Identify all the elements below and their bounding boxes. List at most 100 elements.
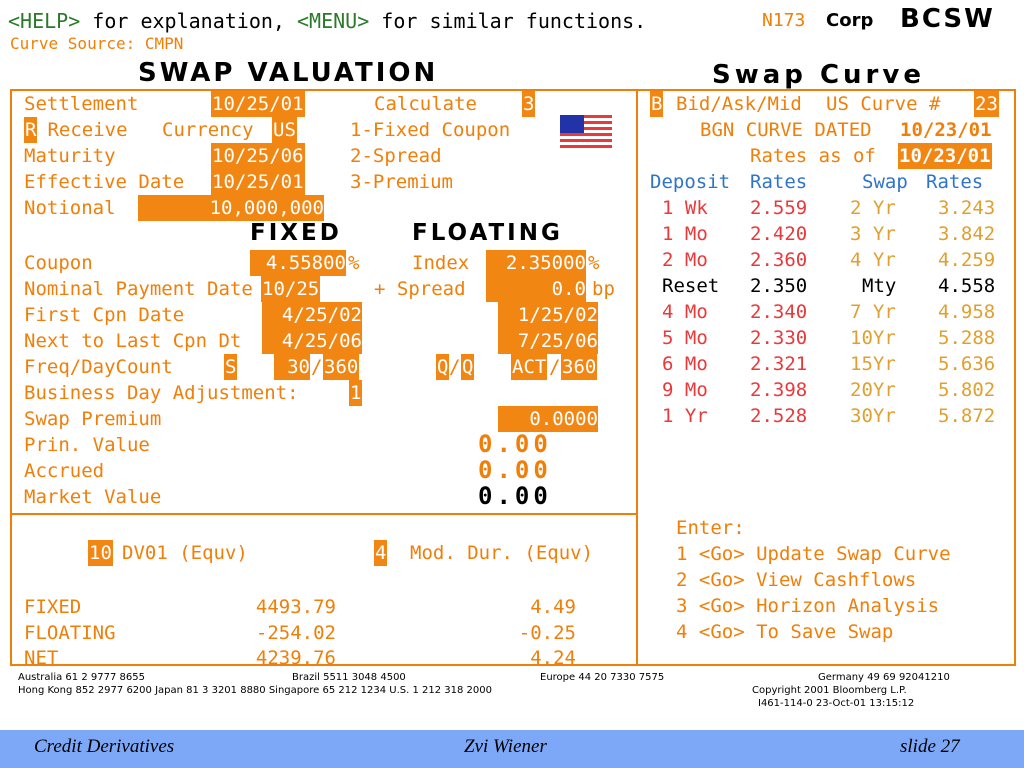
spread-field[interactable]: 0.0: [486, 276, 586, 302]
deposit-term: Reset: [662, 275, 720, 297]
menu-horizon-analysis[interactable]: 3 <Go> Horizon Analysis: [676, 595, 940, 617]
menu-update-curve[interactable]: 1 <Go> Update Swap Curve: [676, 543, 951, 565]
footer-right: slide 27: [900, 736, 960, 757]
risk-row-fixed: FIXED: [24, 596, 82, 618]
deposit-header: Deposit: [650, 171, 731, 193]
coupon-pct: %: [348, 252, 360, 274]
dv01-label: DV01 (Equv): [122, 542, 248, 564]
menu-save-swap[interactable]: 4 <Go> To Save Swap: [676, 621, 894, 643]
freq-fixed-field[interactable]: S: [224, 354, 238, 380]
coupon-label: Coupon: [24, 252, 93, 274]
next-last-label: Next to Last Cpn Dt: [24, 330, 242, 352]
maturity-field[interactable]: 10/25/06: [211, 143, 305, 169]
receive-key[interactable]: R: [24, 117, 38, 143]
bda-field[interactable]: 1: [349, 380, 363, 406]
swap-header: Swap: [862, 171, 908, 193]
timestamp: I461-114-0 23-Oct-01 13:15:12: [758, 698, 915, 709]
contact-brazil: Brazil 5511 3048 4500: [292, 672, 406, 683]
notional-field[interactable]: 10,000,000: [138, 195, 324, 221]
bid-key[interactable]: B: [650, 91, 664, 117]
swap-term: Mty: [862, 275, 897, 297]
deposit-rate: 2.340: [750, 301, 808, 323]
menu-view-cashflows[interactable]: 2 <Go> View Cashflows: [676, 569, 917, 591]
currency-field[interactable]: US: [272, 117, 297, 143]
risk-net-dur: 4.24: [530, 647, 576, 669]
contact-australia: Australia 61 2 9777 8655: [18, 672, 145, 683]
curve-box: [636, 89, 1016, 666]
freq-float-a[interactable]: Q: [436, 354, 450, 380]
footer-center: Zvi Wiener: [464, 736, 547, 757]
bid-ask-mid: Bid/Ask/Mid: [676, 93, 802, 115]
slide-footer: Credit Derivatives Zvi Wiener slide 27: [0, 730, 1024, 768]
bp-label: bp: [592, 278, 615, 300]
fixed-header: FIXED: [250, 220, 342, 246]
contact-line2: Hong Kong 852 2977 6200 Japan 81 3 3201 …: [18, 685, 492, 696]
dur-key[interactable]: 4: [374, 540, 388, 566]
deposit-term: 9 Mo: [662, 379, 708, 401]
calculate-field[interactable]: 3: [522, 91, 536, 117]
menu-key[interactable]: <MENU>: [297, 9, 370, 33]
swap-rate: 5.872: [938, 405, 996, 427]
freq-float-b[interactable]: Q: [461, 354, 475, 380]
dur-label: Mod. Dur. (Equv): [410, 542, 594, 564]
function-code: BCSW: [900, 4, 995, 34]
copyright: Copyright 2001 Bloomberg L.P.: [752, 685, 907, 696]
risk-row-net: NET: [24, 647, 59, 669]
swap-rate: 3.842: [938, 223, 996, 245]
coupon-field[interactable]: 4.55800: [250, 250, 346, 276]
deposit-rate: 2.330: [750, 327, 808, 349]
swap-rate: 4.958: [938, 301, 996, 323]
deposit-rate: 2.420: [750, 223, 808, 245]
swap-rate: 5.288: [938, 327, 996, 349]
first-cpn-fixed[interactable]: 4/25/02: [262, 302, 362, 328]
prin-value: 0.00: [478, 430, 552, 458]
swap-rate: 3.243: [938, 197, 996, 219]
deposit-rates-header: Rates: [750, 171, 808, 193]
curve-source: Curve Source: CMPN: [10, 34, 184, 53]
risk-row-floating: FLOATING: [24, 622, 116, 644]
spread-label: + Spread: [374, 278, 466, 300]
deposit-term: 2 Mo: [662, 249, 708, 271]
daycount-fixed-b[interactable]: 360: [323, 354, 360, 380]
risk-fixed-dur: 4.49: [530, 596, 576, 618]
page-code: N173: [762, 10, 806, 31]
settlement-field[interactable]: 10/25/01: [211, 91, 305, 117]
risk-floating-dv01: -254.02: [255, 622, 336, 644]
us-flag-icon: [560, 115, 612, 149]
contact-germany: Germany 49 69 92041210: [818, 672, 950, 683]
rates-as-of: Rates as of: [750, 145, 876, 167]
daycount-float-b[interactable]: 360: [561, 354, 598, 380]
deposit-rate: 2.321: [750, 353, 808, 375]
contact-europe: Europe 44 20 7330 7575: [540, 672, 665, 683]
us-curve-field[interactable]: 23: [974, 91, 999, 117]
deposit-term: 5 Mo: [662, 327, 708, 349]
settlement-row: Settlement: [24, 93, 139, 115]
help-key[interactable]: <HELP>: [8, 9, 81, 33]
deposit-rate: 2.360: [750, 249, 808, 271]
swap-term: 2 Yr: [850, 197, 896, 219]
daycount-fixed-a[interactable]: 30: [274, 354, 310, 380]
floating-header: FLOATING: [412, 220, 563, 246]
daycount-float-a[interactable]: ACT: [511, 354, 548, 380]
deposit-term: 6 Mo: [662, 353, 708, 375]
market-label: Market Value: [24, 486, 162, 508]
next-last-fixed[interactable]: 4/25/06: [262, 328, 362, 354]
effective-field[interactable]: 10/25/01: [211, 169, 305, 195]
rates-date-field[interactable]: 10/23/01: [898, 143, 992, 169]
deposit-rate: 2.350: [750, 275, 808, 297]
slash: /: [549, 356, 561, 378]
slash: /: [311, 356, 323, 378]
dv01-key[interactable]: 10: [88, 540, 113, 566]
first-cpn-float[interactable]: 1/25/02: [498, 302, 598, 328]
us-curve-label: US Curve #: [826, 93, 941, 115]
deposit-term: 4 Mo: [662, 301, 708, 323]
premium-field[interactable]: 0.0000: [498, 406, 598, 432]
swap-term: 3 Yr: [850, 223, 896, 245]
index-field[interactable]: 2.35000: [486, 250, 586, 276]
nominal-field[interactable]: 10/25: [261, 276, 321, 302]
slash: /: [449, 356, 461, 378]
bgn-date: 10/23/01: [900, 119, 992, 141]
next-last-float[interactable]: 7/25/06: [498, 328, 598, 354]
risk-floating-dur: -0.25: [518, 622, 576, 644]
market-value: 0.00: [478, 482, 552, 510]
